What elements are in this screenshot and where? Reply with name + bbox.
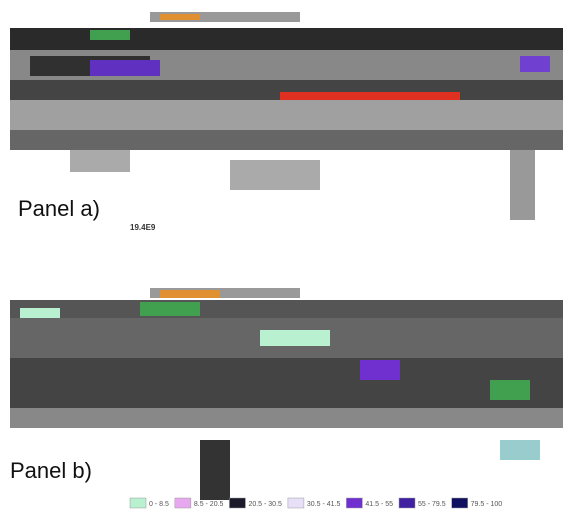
legend-swatch <box>452 498 468 508</box>
legend-label: 20.5 - 30.5 <box>248 501 282 508</box>
panel-label: Panel a) <box>18 196 100 221</box>
panel-label: Panel b) <box>10 458 92 483</box>
legend-swatch <box>229 498 245 508</box>
legend-label: 8.5 - 20.5 <box>194 501 224 508</box>
legend-label: 79.5 - 100 <box>471 501 503 508</box>
legend-swatch <box>175 498 191 508</box>
legend-label: 55 - 79.5 <box>418 501 446 508</box>
legend: 0 - 8.5 8.5 - 20.5 20.5 - 30.5 30.5 - 41.5 4… <box>130 498 502 508</box>
legend-label: 0 - 8.5 <box>149 501 169 508</box>
legend-swatch <box>399 498 415 508</box>
legend-swatch <box>130 498 146 508</box>
legend-swatch <box>346 498 362 508</box>
figure: Panel a) 19.4E9 Panel b) 0 - 8.5 8.5 - 20… <box>0 0 563 515</box>
scale-note: 19.4E9 <box>130 223 156 232</box>
legend-label: 30.5 - 41.5 <box>307 501 341 508</box>
legend-swatch <box>288 498 304 508</box>
map-b <box>10 288 563 500</box>
page: {"panels": [ {"label": "Panel a)", "note… <box>0 0 563 515</box>
legend-label: 41.5 - 55 <box>365 501 393 508</box>
